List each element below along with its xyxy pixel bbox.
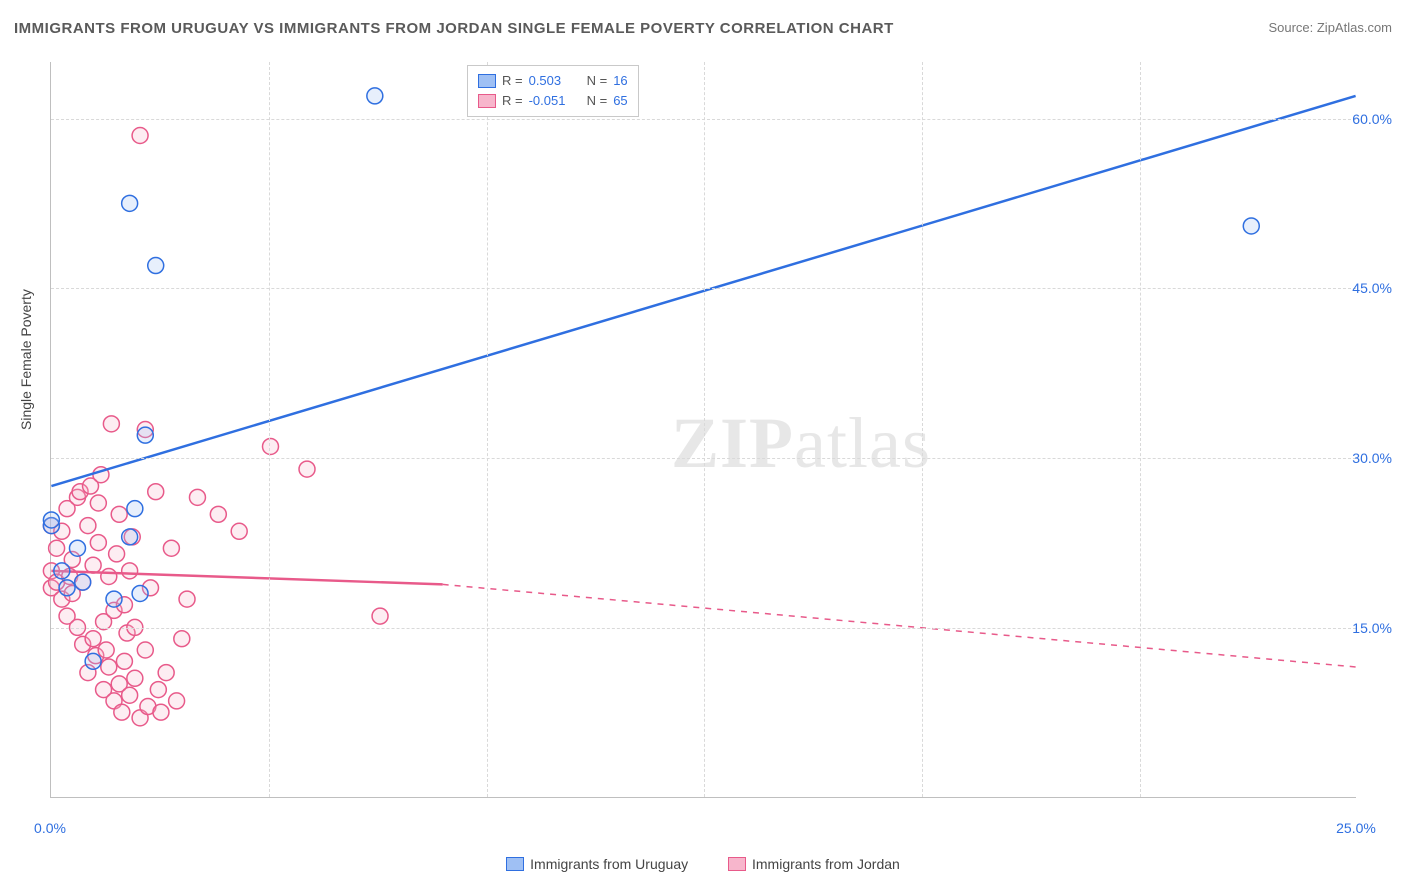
- point-jordan: [80, 518, 96, 534]
- point-jordan: [85, 557, 101, 573]
- point-jordan: [49, 540, 65, 556]
- gridline-v: [1140, 62, 1141, 797]
- legend-label-uruguay: Immigrants from Uruguay: [530, 856, 688, 872]
- chart-title: IMMIGRANTS FROM URUGUAY VS IMMIGRANTS FR…: [14, 20, 894, 37]
- legend-label-jordan: Immigrants from Jordan: [752, 856, 900, 872]
- point-jordan: [158, 665, 174, 681]
- point-uruguay: [54, 563, 70, 579]
- point-jordan: [111, 506, 127, 522]
- chart-container: IMMIGRANTS FROM URUGUAY VS IMMIGRANTS FR…: [0, 0, 1406, 892]
- n-label: N =: [587, 71, 608, 91]
- point-jordan: [372, 608, 388, 624]
- point-uruguay: [132, 585, 148, 601]
- point-uruguay: [1243, 218, 1259, 234]
- n-label: N =: [587, 91, 608, 111]
- r-value-jordan: -0.051: [529, 91, 575, 111]
- x-tick-label: 0.0%: [34, 820, 66, 836]
- watermark-zip: ZIP: [671, 403, 794, 483]
- swatch-jordan-icon: [728, 857, 746, 871]
- swatch-uruguay-icon: [478, 74, 496, 88]
- point-jordan: [101, 569, 117, 585]
- legend-stats-row-jordan: R = -0.051 N = 65: [478, 91, 628, 111]
- point-uruguay: [43, 512, 59, 528]
- point-uruguay: [367, 88, 383, 104]
- y-tick-label: 30.0%: [1352, 450, 1392, 466]
- n-value-uruguay: 16: [613, 71, 627, 91]
- point-jordan: [148, 484, 164, 500]
- point-uruguay: [85, 653, 101, 669]
- trendline-dashed-jordan: [443, 584, 1356, 667]
- point-jordan: [210, 506, 226, 522]
- r-value-uruguay: 0.503: [529, 71, 575, 91]
- point-jordan: [122, 687, 138, 703]
- source-label: Source: ZipAtlas.com: [1268, 20, 1392, 35]
- gridline-v: [487, 62, 488, 797]
- point-jordan: [109, 546, 125, 562]
- point-uruguay: [69, 540, 85, 556]
- point-uruguay: [122, 195, 138, 211]
- point-jordan: [114, 704, 130, 720]
- y-tick-label: 60.0%: [1352, 111, 1392, 127]
- point-uruguay: [106, 591, 122, 607]
- point-jordan: [98, 642, 114, 658]
- legend-stats-row-uruguay: R = 0.503 N = 16: [478, 71, 628, 91]
- r-label: R =: [502, 71, 523, 91]
- legend-series: Immigrants from Uruguay Immigrants from …: [0, 856, 1406, 874]
- point-jordan: [127, 670, 143, 686]
- watermark: ZIPatlas: [671, 402, 931, 485]
- point-jordan: [101, 659, 117, 675]
- y-tick-label: 45.0%: [1352, 280, 1392, 296]
- legend-stats: R = 0.503 N = 16 R = -0.051 N = 65: [467, 65, 639, 117]
- watermark-atlas: atlas: [794, 403, 931, 483]
- point-jordan: [153, 704, 169, 720]
- plot-area: ZIPatlas: [50, 62, 1356, 798]
- point-jordan: [189, 489, 205, 505]
- point-jordan: [90, 535, 106, 551]
- y-tick-label: 15.0%: [1352, 620, 1392, 636]
- x-tick-label: 25.0%: [1336, 820, 1376, 836]
- point-uruguay: [137, 427, 153, 443]
- point-jordan: [122, 563, 138, 579]
- gridline-v: [704, 62, 705, 797]
- point-jordan: [150, 682, 166, 698]
- point-jordan: [132, 128, 148, 144]
- point-uruguay: [127, 501, 143, 517]
- point-jordan: [179, 591, 195, 607]
- point-jordan: [137, 642, 153, 658]
- legend-item-uruguay: Immigrants from Uruguay: [506, 856, 688, 872]
- point-uruguay: [75, 574, 91, 590]
- gridline-v: [922, 62, 923, 797]
- r-label: R =: [502, 91, 523, 111]
- point-jordan: [90, 495, 106, 511]
- point-jordan: [103, 416, 119, 432]
- point-uruguay: [148, 258, 164, 274]
- y-axis-label: Single Female Poverty: [18, 289, 34, 430]
- point-jordan: [299, 461, 315, 477]
- point-jordan: [85, 631, 101, 647]
- n-value-jordan: 65: [613, 91, 627, 111]
- point-jordan: [169, 693, 185, 709]
- legend-item-jordan: Immigrants from Jordan: [728, 856, 900, 872]
- point-jordan: [231, 523, 247, 539]
- point-uruguay: [59, 580, 75, 596]
- swatch-uruguay-icon: [506, 857, 524, 871]
- point-jordan: [174, 631, 190, 647]
- point-jordan: [116, 653, 132, 669]
- point-uruguay: [122, 529, 138, 545]
- gridline-v: [269, 62, 270, 797]
- point-jordan: [263, 438, 279, 454]
- swatch-jordan-icon: [478, 94, 496, 108]
- point-jordan: [163, 540, 179, 556]
